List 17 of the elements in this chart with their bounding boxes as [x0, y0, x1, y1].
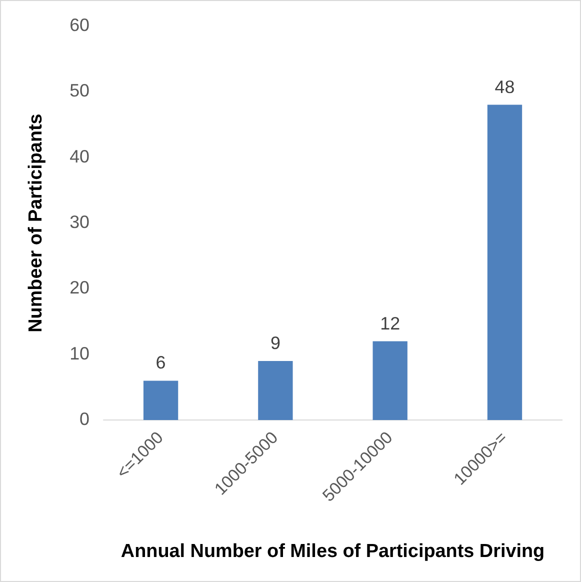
data-label: 12 — [380, 313, 400, 334]
y-tick-label: 20 — [70, 278, 90, 298]
bar — [487, 104, 522, 420]
bar — [143, 380, 178, 420]
y-tick-label: 60 — [70, 14, 90, 35]
y-tick-label: 50 — [70, 80, 90, 101]
y-tick-label: 40 — [70, 146, 90, 166]
x-axis-title: Annual Number of Miles of Participants Driving — [120, 540, 545, 562]
data-label: 6 — [156, 352, 166, 373]
data-label: 48 — [494, 76, 515, 97]
data-label: 9 — [270, 333, 280, 354]
y-tick-label: 10 — [70, 343, 90, 364]
y-axis-title: Numbeer of Participants — [25, 114, 46, 332]
bar — [258, 361, 293, 420]
bar — [372, 341, 408, 420]
y-tick-label: 0 — [80, 409, 90, 430]
y-tick-label: 30 — [70, 212, 90, 232]
